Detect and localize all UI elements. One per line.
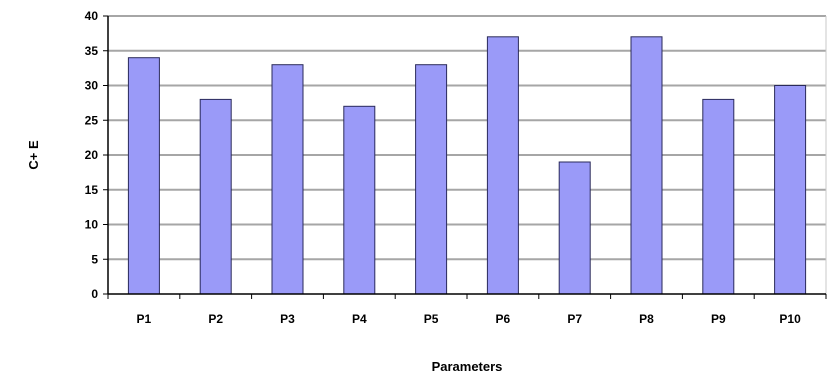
x-tick-labels: P1 P2 P3 P4 P5 P6 P7 P8 P9 P10 [137,312,802,326]
y-tick-label: 5 [91,252,98,266]
x-tick-label: P8 [639,312,654,326]
x-tick-label: P6 [496,312,511,326]
x-tick-label: P5 [424,312,439,326]
y-tick-label: 35 [85,44,99,58]
y-tick-label: 40 [85,9,99,23]
bar-p1 [127,57,160,295]
bar-p9 [702,98,735,295]
x-tick-label: P7 [567,312,582,326]
x-tick-label: P9 [711,312,726,326]
bar-p6 [486,36,519,295]
x-tick-label: P1 [137,312,152,326]
y-tick-label: 20 [85,148,99,162]
y-tick-label: 15 [85,183,99,197]
x-tick-label: P3 [280,312,295,326]
x-tick-label: P10 [779,312,801,326]
x-tick-label: P4 [352,312,367,326]
bar-p5 [415,64,448,295]
y-tick-label: 0 [91,287,98,301]
bar-p10 [774,85,807,295]
bar-p8 [630,36,663,295]
axes [103,15,827,299]
bar-p3 [271,64,304,295]
y-tick-label: 30 [85,79,99,93]
bars [127,36,807,295]
bar-p2 [199,98,232,295]
x-axis-title: Parameters [432,359,503,374]
bar-p4 [343,105,376,295]
y-tick-label: 25 [85,113,99,127]
y-tick-label: 10 [85,218,99,232]
bar-p7 [558,161,591,295]
y-tick-labels: 0 5 10 15 20 25 30 35 40 [85,9,99,301]
x-tick-label: P2 [208,312,223,326]
y-axis-title: C+ E [26,140,41,170]
